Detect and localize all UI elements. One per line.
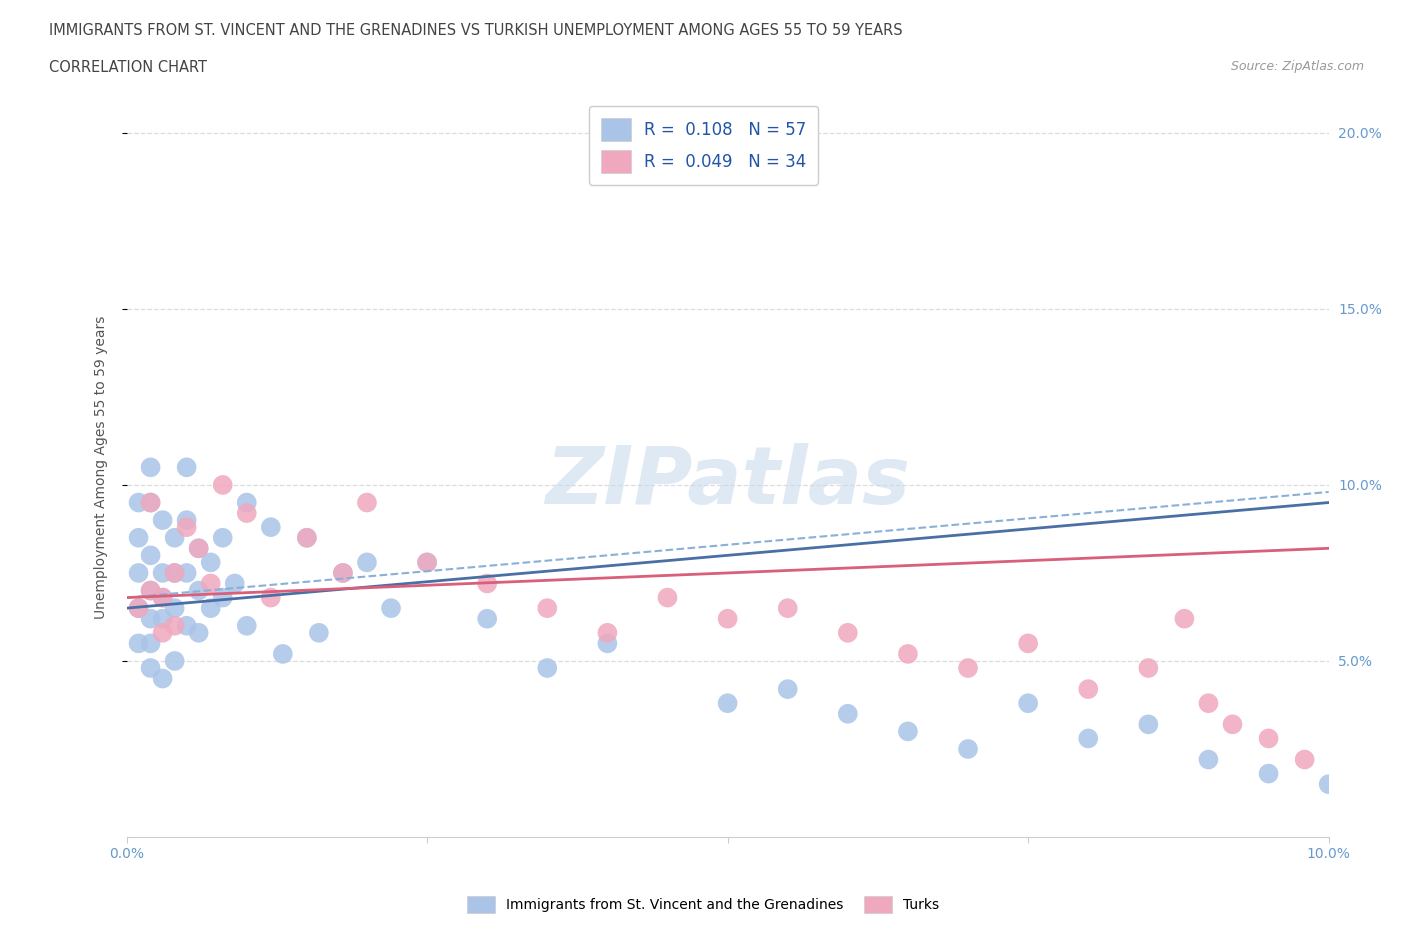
- Point: [416, 555, 439, 570]
- Point: [536, 660, 558, 675]
- Text: IMMIGRANTS FROM ST. VINCENT AND THE GRENADINES VS TURKISH UNEMPLOYMENT AMONG AGE: IMMIGRANTS FROM ST. VINCENT AND THE GREN…: [49, 23, 903, 38]
- Point: [308, 625, 330, 640]
- Point: [1017, 636, 1039, 651]
- Point: [837, 707, 859, 722]
- Point: [295, 530, 318, 545]
- Point: [128, 601, 150, 616]
- Point: [152, 671, 174, 686]
- Point: [139, 548, 162, 563]
- Point: [1197, 752, 1219, 767]
- Point: [716, 611, 740, 626]
- Point: [332, 565, 354, 580]
- Point: [152, 625, 174, 640]
- Point: [260, 520, 283, 535]
- Point: [152, 512, 174, 527]
- Point: [139, 460, 162, 474]
- Point: [139, 660, 162, 675]
- Point: [163, 565, 186, 580]
- Point: [271, 646, 294, 661]
- Point: [139, 636, 162, 651]
- Point: [1173, 611, 1195, 626]
- Point: [176, 512, 198, 527]
- Point: [596, 636, 619, 651]
- Point: [1017, 696, 1039, 711]
- Y-axis label: Unemployment Among Ages 55 to 59 years: Unemployment Among Ages 55 to 59 years: [94, 315, 108, 619]
- Point: [235, 618, 259, 633]
- Point: [128, 636, 150, 651]
- Point: [776, 682, 799, 697]
- Point: [1077, 731, 1099, 746]
- Point: [176, 565, 198, 580]
- Point: [260, 591, 283, 605]
- Text: Source: ZipAtlas.com: Source: ZipAtlas.com: [1230, 60, 1364, 73]
- Point: [187, 541, 209, 556]
- Point: [163, 530, 186, 545]
- Point: [475, 611, 498, 626]
- Point: [416, 555, 439, 570]
- Point: [211, 591, 233, 605]
- Point: [1077, 682, 1099, 697]
- Point: [657, 591, 679, 605]
- Point: [163, 654, 186, 669]
- Point: [128, 601, 150, 616]
- Point: [356, 495, 378, 510]
- Legend: R =  0.108   N = 57, R =  0.049   N = 34: R = 0.108 N = 57, R = 0.049 N = 34: [589, 106, 818, 185]
- Point: [235, 506, 259, 521]
- Point: [200, 555, 222, 570]
- Point: [536, 601, 558, 616]
- Point: [176, 460, 198, 474]
- Point: [380, 601, 402, 616]
- Point: [163, 601, 186, 616]
- Point: [200, 576, 222, 591]
- Point: [187, 583, 209, 598]
- Point: [200, 601, 222, 616]
- Point: [152, 611, 174, 626]
- Point: [139, 495, 162, 510]
- Point: [128, 530, 150, 545]
- Point: [163, 565, 186, 580]
- Point: [776, 601, 799, 616]
- Point: [211, 477, 233, 492]
- Legend: Immigrants from St. Vincent and the Grenadines, Turks: Immigrants from St. Vincent and the Gren…: [461, 890, 945, 919]
- Point: [1317, 777, 1340, 791]
- Point: [128, 495, 150, 510]
- Point: [187, 541, 209, 556]
- Point: [475, 576, 498, 591]
- Point: [152, 565, 174, 580]
- Point: [596, 625, 619, 640]
- Point: [1257, 766, 1279, 781]
- Point: [139, 611, 162, 626]
- Point: [837, 625, 859, 640]
- Point: [187, 625, 209, 640]
- Point: [1257, 731, 1279, 746]
- Point: [897, 646, 920, 661]
- Point: [224, 576, 246, 591]
- Point: [128, 565, 150, 580]
- Point: [139, 583, 162, 598]
- Point: [1222, 717, 1244, 732]
- Point: [295, 530, 318, 545]
- Text: ZIPatlas: ZIPatlas: [546, 443, 910, 521]
- Point: [332, 565, 354, 580]
- Point: [152, 591, 174, 605]
- Point: [211, 530, 233, 545]
- Point: [716, 696, 740, 711]
- Point: [1294, 752, 1316, 767]
- Point: [176, 618, 198, 633]
- Point: [956, 741, 979, 756]
- Point: [235, 495, 259, 510]
- Point: [1197, 696, 1219, 711]
- Point: [176, 520, 198, 535]
- Point: [139, 495, 162, 510]
- Point: [139, 583, 162, 598]
- Point: [1137, 717, 1160, 732]
- Text: CORRELATION CHART: CORRELATION CHART: [49, 60, 207, 75]
- Point: [152, 591, 174, 605]
- Point: [356, 555, 378, 570]
- Point: [897, 724, 920, 738]
- Point: [1137, 660, 1160, 675]
- Point: [163, 618, 186, 633]
- Point: [956, 660, 979, 675]
